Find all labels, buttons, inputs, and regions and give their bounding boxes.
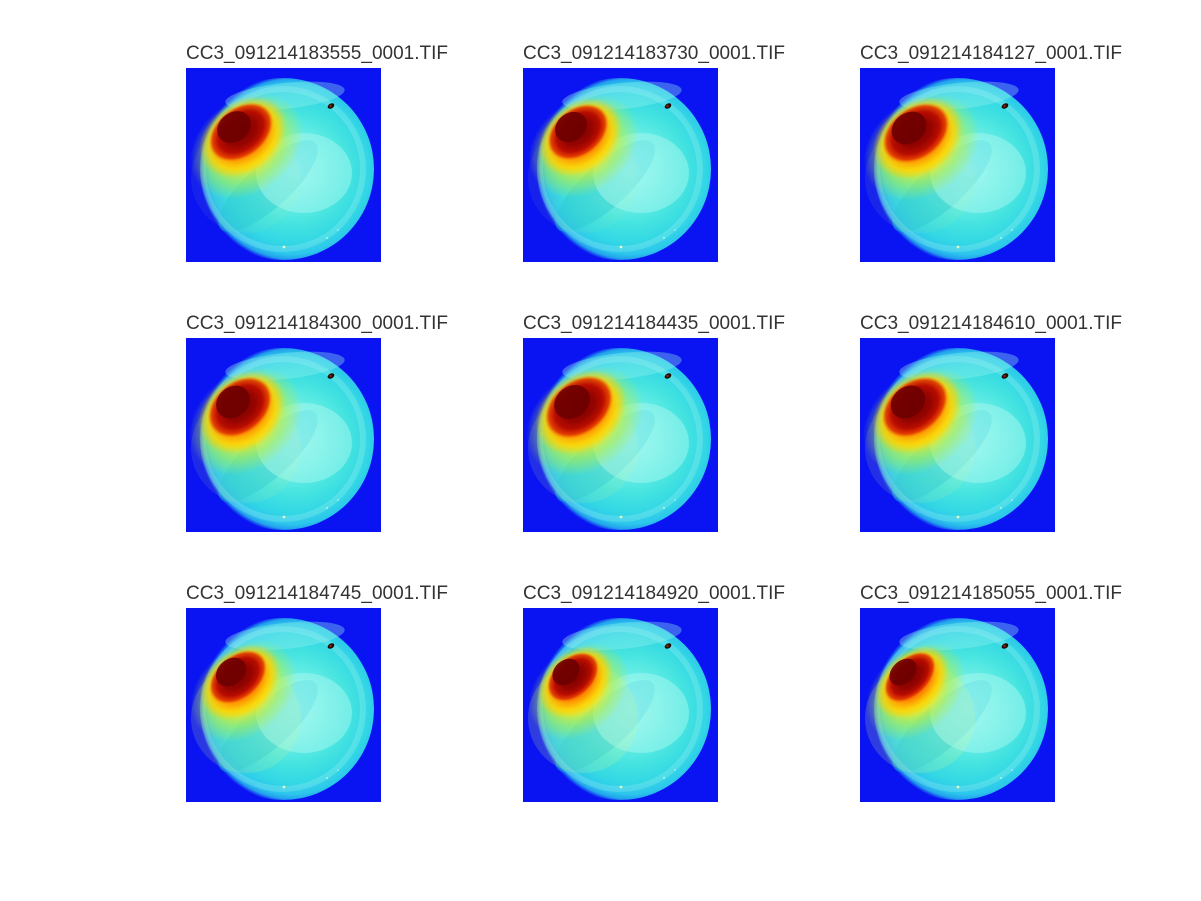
heatmap-image [186, 68, 381, 262]
heatmap-image [523, 68, 718, 262]
jet-colormap-plot [186, 608, 381, 802]
heatmap-image [523, 608, 718, 802]
subplot-panel: CC3_091214184610_0001.TIF [860, 314, 1122, 532]
jet-colormap-plot [860, 608, 1055, 802]
heatmap-image [860, 338, 1055, 532]
subplot-panel: CC3_091214184920_0001.TIF [523, 584, 785, 802]
jet-colormap-plot [186, 338, 381, 532]
heatmap-image [860, 68, 1055, 262]
debris-dot [1001, 103, 1009, 109]
jet-colormap-plot [860, 338, 1055, 532]
subplot-title: CC3_091214184300_0001.TIF [186, 313, 448, 334]
subplot-title: CC3_091214184920_0001.TIF [523, 583, 785, 604]
subplot-panel: CC3_091214183730_0001.TIF [523, 44, 785, 262]
heatmap-image [186, 338, 381, 532]
subplot-title: CC3_091214184745_0001.TIF [186, 583, 448, 604]
subplot-panel: CC3_091214184745_0001.TIF [186, 584, 448, 802]
subplot-panel: CC3_091214183555_0001.TIF [186, 44, 448, 262]
heatmap-image [860, 608, 1055, 802]
debris-dot [1001, 643, 1009, 649]
jet-colormap-plot [860, 68, 1055, 262]
debris-dot [327, 643, 335, 649]
subplot-title: CC3_091214183555_0001.TIF [186, 43, 448, 64]
jet-colormap-plot [523, 608, 718, 802]
debris-dot [1001, 373, 1009, 379]
subplot-panel: CC3_091214184300_0001.TIF [186, 314, 448, 532]
subplot-title: CC3_091214184435_0001.TIF [523, 313, 785, 334]
subplot-title: CC3_091214183730_0001.TIF [523, 43, 785, 64]
subplot-title: CC3_091214184127_0001.TIF [860, 43, 1122, 64]
subplot-panel: CC3_091214185055_0001.TIF [860, 584, 1122, 802]
debris-dot [664, 373, 672, 379]
subplot-panel: CC3_091214184435_0001.TIF [523, 314, 785, 532]
jet-colormap-plot [523, 338, 718, 532]
heatmap-image [523, 338, 718, 532]
debris-dot [664, 103, 672, 109]
jet-colormap-plot [523, 68, 718, 262]
heatmap-image [186, 608, 381, 802]
debris-dot [664, 643, 672, 649]
debris-dot [327, 103, 335, 109]
debris-dot [327, 373, 335, 379]
subplot-title: CC3_091214184610_0001.TIF [860, 313, 1122, 334]
subplot-title: CC3_091214185055_0001.TIF [860, 583, 1122, 604]
subplot-panel: CC3_091214184127_0001.TIF [860, 44, 1122, 262]
jet-colormap-plot [186, 68, 381, 262]
